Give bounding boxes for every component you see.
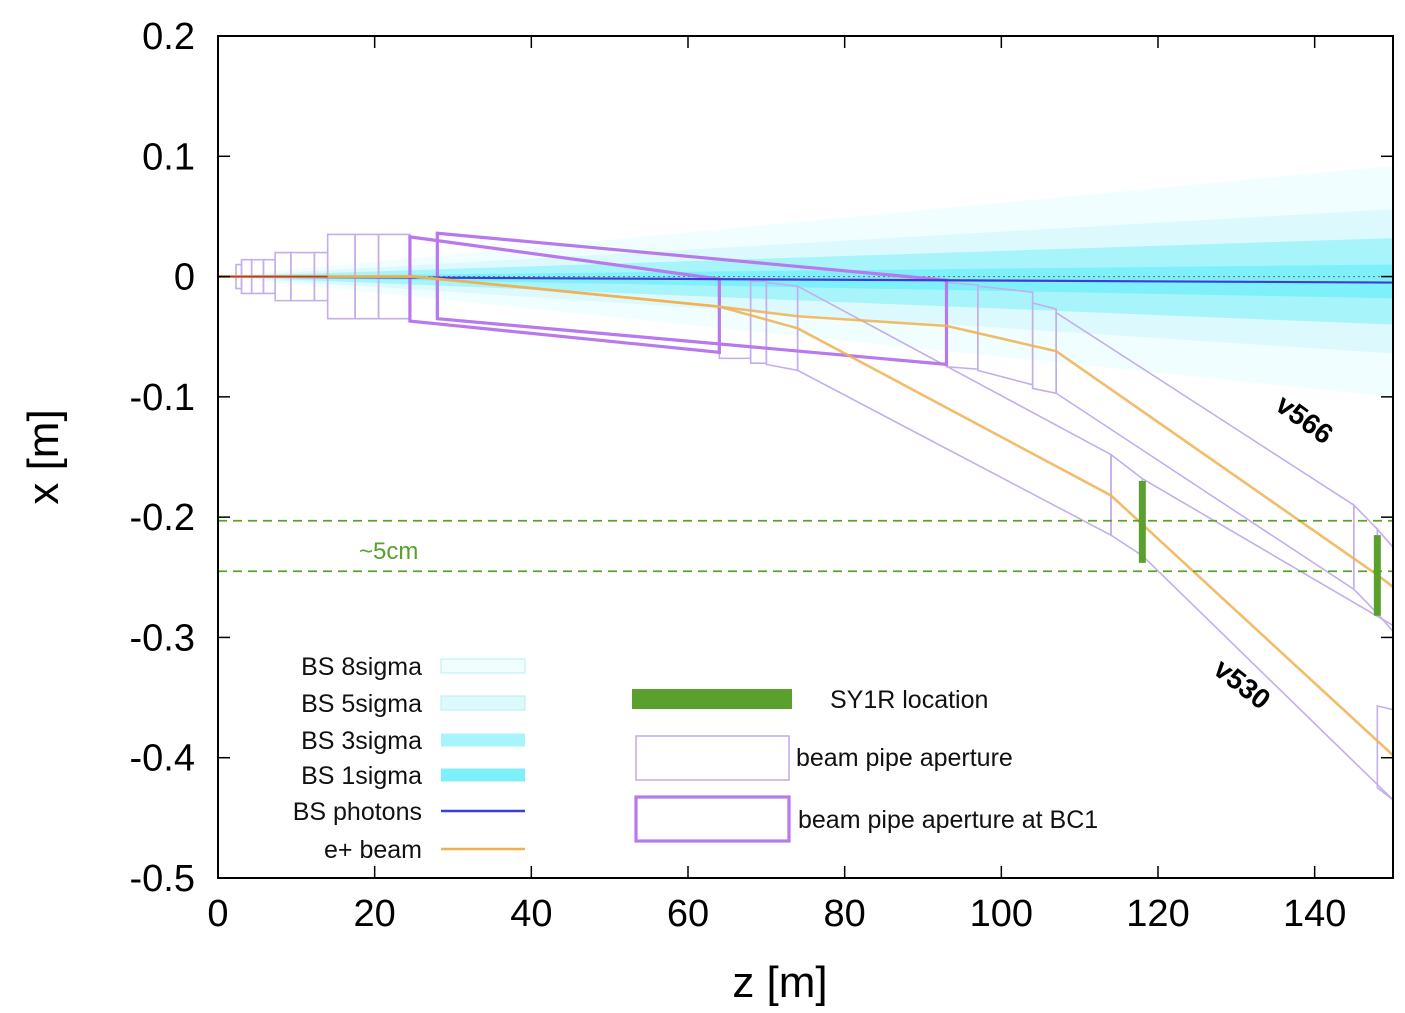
y-tick-label-6: -0.4 (130, 738, 195, 780)
label-v530: v530 (1208, 653, 1276, 716)
x-tick-label-0: 0 (207, 893, 228, 935)
series-3 (218, 275, 1393, 757)
y-axis-title: x [m] (19, 409, 68, 504)
y-tick-label-2: 0 (174, 257, 195, 299)
legend-right-label-2: beam pipe aperture (796, 744, 1013, 772)
x-axis-title: z [m] (732, 958, 827, 1007)
legend-label-3: BS 3sigma (301, 727, 422, 755)
y-tick-label-7: -0.5 (130, 858, 195, 900)
y-tick-label-0: 0.2 (142, 16, 195, 58)
y-tick-label-4: -0.2 (130, 497, 195, 539)
legend-right-swatch-3 (634, 795, 791, 843)
x-tick-label-7: 140 (1283, 893, 1346, 935)
legend-right-swatch-1 (632, 689, 792, 709)
legend-swatch-4 (441, 768, 525, 782)
legend-label-2: BS 5sigma (301, 690, 422, 718)
legend-label-4: BS 1sigma (301, 762, 422, 790)
x-axis-ticks: 0 20 40 60 80 100 120 140 (207, 36, 1346, 935)
y-tick-label-5: -0.3 (130, 617, 195, 659)
legend-right-swatch-2 (635, 735, 790, 781)
plot-frame (217, 35, 1394, 879)
annotation-5cm: ~5cm (359, 538, 418, 565)
label-v566: v566 (1270, 388, 1339, 450)
sy1r-markers (1138, 481, 1381, 616)
dashed-reference-lines (218, 519, 1393, 573)
x-tick-label-5: 100 (970, 893, 1033, 935)
legend: BS 8sigma BS 5sigma BS 3sigma BS 1sigma BS p… (293, 653, 526, 864)
legend-label-6: e+ beam (324, 836, 422, 864)
legend-label-5: BS photons (293, 798, 422, 826)
legend-swatch-2 (440, 695, 526, 711)
legend-swatch-1 (440, 658, 526, 674)
legend-right-label-1: SY1R location (830, 686, 988, 714)
band-4 (218, 264, 1393, 299)
x-tick-label-3: 60 (667, 893, 709, 935)
aperture-15 (1110, 452, 1144, 558)
y-tick-label-3: -0.1 (130, 377, 195, 419)
data-series (218, 275, 1393, 757)
legend-label-1: BS 8sigma (301, 653, 422, 681)
x-tick-label-6: 120 (1126, 893, 1189, 935)
x-tick-label-1: 20 (354, 893, 396, 935)
legend-right-label-3: beam pipe aperture at BC1 (798, 806, 1098, 834)
x-tick-label-4: 80 (824, 893, 866, 935)
bc1-aperture-1 (408, 235, 721, 355)
legend-swatch-3 (441, 733, 525, 747)
bc1-aperture-2 (435, 231, 949, 367)
bs-envelope-bands (218, 165, 1393, 397)
x-tick-label-2: 40 (510, 893, 552, 935)
legend-right: SY1R location beam pipe aperture beam pipe… (632, 686, 1098, 843)
aperture-23 (1376, 704, 1393, 801)
y-tick-label-1: 0.1 (142, 136, 195, 178)
y-axis-ticks: 0.2 0.1 0 -0.1 -0.2 -0.3 -0.4 -0.5 (130, 16, 1393, 900)
